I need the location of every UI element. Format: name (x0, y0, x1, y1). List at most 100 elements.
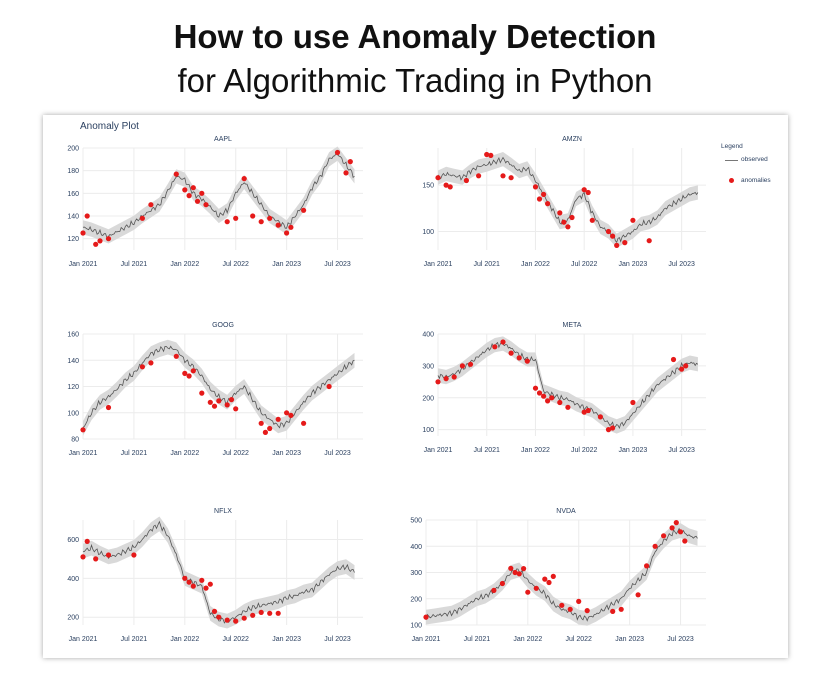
anomaly-point (258, 420, 264, 426)
subplot-title-nvda: NVDA (556, 508, 576, 515)
subplots-canvas: AAPL 120 140 160 180 200 Jan 2021 Jul 2021 Jan 2… (67, 136, 706, 643)
anomaly-point (536, 196, 543, 202)
y-tick-label: 100 (422, 427, 434, 434)
legend-item-observed[interactable]: observed (721, 156, 785, 166)
anomaly-point (610, 233, 616, 239)
y-tick-label: 500 (410, 518, 422, 525)
anomaly-plot-figure: Anomaly Plot AAPL 120 140 160 180 200 Jan 2021… (43, 115, 788, 658)
observed-line-meta (437, 341, 699, 430)
subplot-goog: GOOG 80 100 120 140 160 Jan 2021 Jul 2021 Jan 20… (67, 322, 363, 457)
anomaly-point (80, 230, 86, 236)
anomaly-point (182, 370, 188, 376)
legend-item-anomalies[interactable]: anomalies (721, 177, 785, 187)
anomaly-point (182, 575, 188, 581)
y-tick-label: 160 (67, 332, 79, 339)
anomaly-point (536, 390, 543, 396)
anomaly-point (492, 344, 498, 350)
x-tick-label: Jan 2022 (521, 261, 550, 268)
anomaly-point (677, 529, 684, 535)
legend-title: Legend (721, 143, 743, 150)
anomaly-point (190, 185, 196, 191)
anomaly-point (646, 238, 652, 244)
y-tick-label: 150 (422, 183, 434, 190)
subplot-title-amzn: AMZN (562, 136, 582, 143)
anomaly-point (173, 171, 179, 177)
x-tick-label: Jul 2023 (324, 261, 351, 268)
y-tick-label: 80 (71, 437, 79, 444)
anomaly-point (476, 173, 482, 179)
subplot-nvda: NVDA 100 200 300 400 500 Jan 2021 Jul 2021 Jan 2… (410, 508, 706, 643)
anomaly-point (508, 565, 514, 571)
x-tick-label: Jul 2022 (222, 450, 249, 457)
x-tick-label: Jul 2021 (464, 636, 491, 643)
anomaly-point (233, 618, 239, 624)
anomaly-point (525, 589, 531, 595)
anomaly-point (250, 213, 256, 219)
confidence-band-meta (438, 336, 698, 434)
x-tick-label: Jan 2022 (170, 261, 199, 268)
anomaly-point (512, 569, 518, 576)
anomaly-point (258, 219, 264, 225)
anomaly-point (275, 610, 281, 616)
anomaly-point (443, 376, 449, 382)
anomaly-point (262, 429, 268, 435)
anomaly-point (186, 193, 192, 199)
anomaly-point (347, 159, 353, 165)
anomaly-point (521, 566, 527, 572)
y-tick-label: 120 (67, 384, 79, 391)
anomaly-point (610, 608, 616, 614)
anomaly-point (216, 398, 222, 404)
x-tick-label: Jul 2022 (571, 261, 598, 268)
confidence-band-nflx (83, 516, 355, 629)
observed-line-goog (82, 345, 355, 429)
confidence-band-goog (83, 339, 355, 436)
anomaly-point (80, 427, 86, 433)
anomaly-point (267, 425, 273, 432)
anomaly-point (589, 217, 595, 223)
x-tick-label: Jan 2023 (272, 636, 301, 643)
anomaly-point (467, 361, 474, 367)
subplot-meta: META 100 200 300 400 Jan 2021 Jul 2021 Jan 2022… (422, 322, 706, 454)
y-tick-label: 140 (67, 358, 79, 365)
anomaly-point (533, 585, 539, 591)
anomaly-point (211, 608, 218, 614)
x-tick-label: Jan 2023 (272, 261, 301, 268)
anomaly-point (491, 587, 497, 593)
anomaly-point (275, 416, 281, 422)
anomaly-point (673, 520, 679, 526)
anomaly-point (630, 399, 636, 406)
anomaly-point (224, 402, 230, 408)
anomaly-point (567, 606, 573, 612)
y-tick-label: 400 (67, 576, 79, 583)
anomaly-point (644, 563, 650, 569)
y-tick-label: 400 (422, 332, 434, 339)
anomaly-point (301, 207, 307, 213)
anomaly-point (435, 175, 441, 181)
x-tick-label: Jan 2022 (513, 636, 542, 643)
anomaly-point (97, 238, 103, 244)
observed-line-swatch (725, 160, 738, 161)
anomaly-point (557, 399, 563, 406)
x-tick-label: Jul 2022 (222, 261, 249, 268)
anomaly-point (576, 598, 582, 604)
anomaly-point (585, 189, 591, 196)
anomaly-point (443, 182, 449, 188)
anomaly-point (203, 585, 209, 591)
y-tick-label: 200 (410, 596, 422, 603)
y-tick-label: 160 (67, 191, 79, 198)
y-tick-label: 400 (410, 544, 422, 551)
anomaly-point (605, 228, 612, 235)
anomaly-point (326, 383, 332, 390)
x-tick-label: Jan 2021 (69, 261, 98, 268)
anomaly-point (93, 241, 99, 247)
anomaly-point (199, 190, 205, 196)
anomaly-point (173, 353, 179, 359)
y-tick-label: 200 (422, 395, 434, 402)
subplot-title-goog: GOOG (212, 322, 234, 329)
anomaly-point (584, 608, 590, 614)
observed-line-aapl (82, 152, 355, 239)
y-tick-label: 120 (67, 236, 79, 243)
x-tick-label: Jul 2023 (324, 450, 351, 457)
anomaly-point (630, 217, 636, 223)
anomaly-point (635, 592, 641, 598)
